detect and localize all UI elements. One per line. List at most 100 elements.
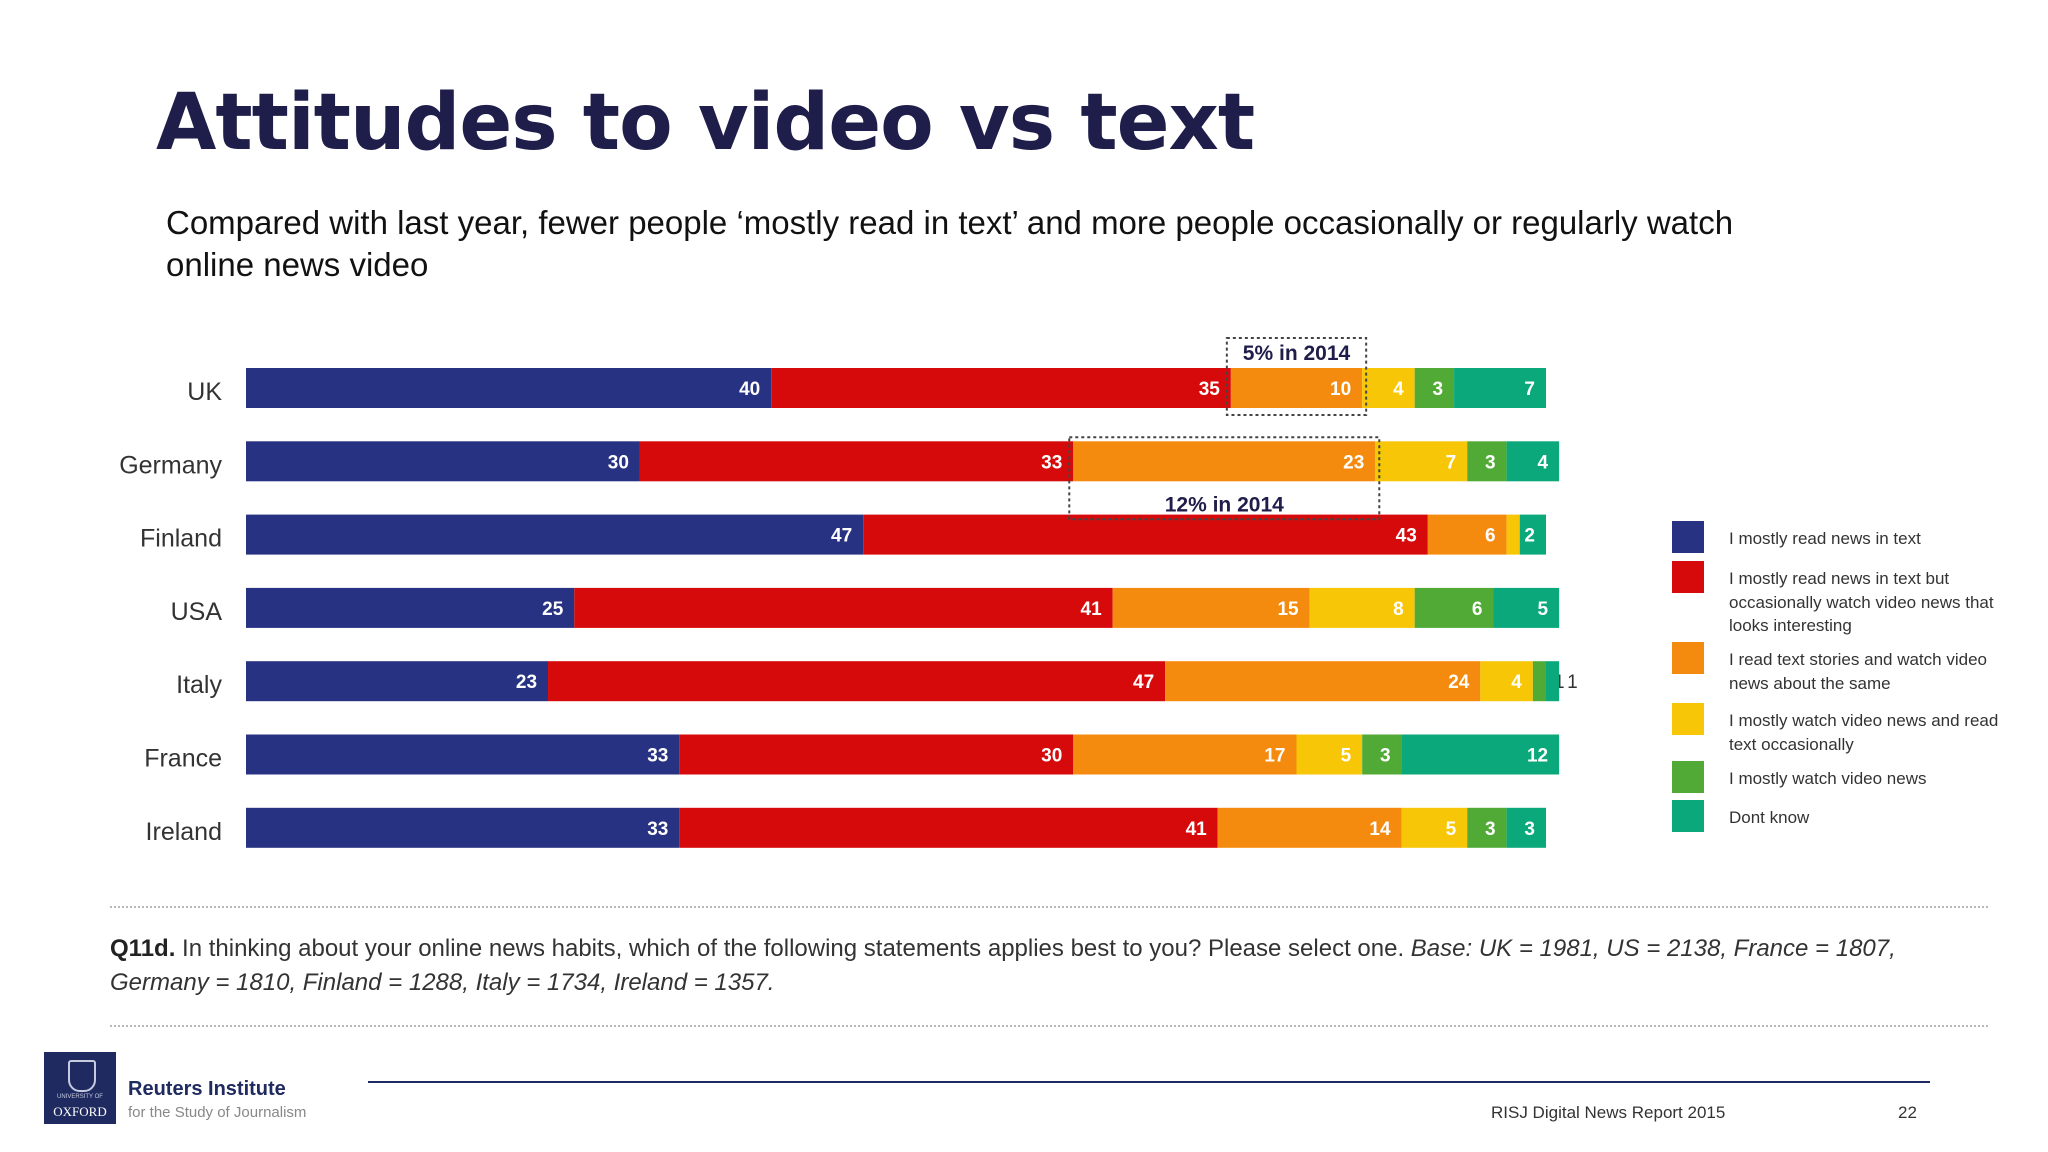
page-title: Attitudes to video vs text bbox=[156, 78, 1255, 168]
data-label-ireland-s4: 3 bbox=[1485, 819, 1496, 840]
legend-label: I mostly watch video news and read text … bbox=[1729, 711, 1999, 754]
crest-icon bbox=[68, 1060, 96, 1092]
bar-finland-s3 bbox=[1506, 514, 1520, 555]
bar-ireland-s5 bbox=[1506, 807, 1546, 848]
bar-usa-s3 bbox=[1309, 587, 1415, 628]
data-label-usa-s1: 41 bbox=[1081, 599, 1103, 620]
legend-label: I mostly watch video news bbox=[1729, 769, 1927, 788]
bar-france-s2 bbox=[1073, 734, 1297, 775]
data-label-usa-s3: 8 bbox=[1393, 599, 1404, 620]
bar-france-s4 bbox=[1362, 734, 1402, 775]
data-label-ireland-s3: 5 bbox=[1446, 819, 1457, 840]
question-text: In thinking about your online news habit… bbox=[175, 935, 1411, 962]
bar-germany-s3 bbox=[1375, 441, 1468, 482]
data-label-italy-s3: 4 bbox=[1511, 672, 1522, 693]
bar-germany-s1 bbox=[639, 441, 1074, 482]
data-label-france-s3: 5 bbox=[1341, 746, 1352, 767]
data-label-france-s5: 12 bbox=[1527, 746, 1548, 767]
org-tagline: for the Study of Journalism bbox=[128, 1104, 307, 1121]
data-label-germany-s1: 33 bbox=[1041, 452, 1062, 473]
data-label-ireland-s5: 3 bbox=[1524, 819, 1535, 840]
legend-swatch bbox=[1672, 761, 1704, 793]
logo-small-text: UNIVERSITY OF bbox=[57, 1094, 103, 1100]
bar-germany-s4 bbox=[1467, 441, 1507, 482]
data-label-finland-s5: 2 bbox=[1524, 526, 1535, 547]
bar-usa-s4 bbox=[1414, 587, 1494, 628]
bar-finland-s1 bbox=[863, 514, 1428, 555]
org-name: Reuters Institute bbox=[128, 1078, 286, 1100]
oxford-logo: UNIVERSITY OF OXFORD bbox=[44, 1052, 116, 1124]
category-label-ireland: Ireland bbox=[146, 818, 222, 846]
data-label-usa-s5: 5 bbox=[1538, 599, 1549, 620]
category-label-germany: Germany bbox=[119, 451, 222, 479]
data-label-finland-s2: 6 bbox=[1485, 526, 1496, 547]
bar-germany-s2 bbox=[1073, 441, 1376, 482]
bar-france-s5 bbox=[1401, 734, 1560, 775]
bar-usa-s1 bbox=[574, 587, 1113, 628]
data-label-ireland-s1: 41 bbox=[1186, 819, 1208, 840]
data-label-germany-s4: 3 bbox=[1485, 452, 1496, 473]
data-label-finland-s1: 43 bbox=[1396, 526, 1417, 547]
data-label-uk-s3: 4 bbox=[1393, 379, 1404, 400]
bar-france-s3 bbox=[1296, 734, 1363, 775]
bar-uk-s4 bbox=[1414, 368, 1455, 408]
legend-swatch bbox=[1672, 800, 1704, 832]
legend-label: I read text stories and watch video news… bbox=[1729, 650, 1987, 693]
question-base: Base: UK = 1981, US = 2138, France = 180… bbox=[110, 935, 1896, 996]
annotation-label-1: 12% in 2014 bbox=[1165, 493, 1284, 516]
bar-italy-s4 bbox=[1532, 661, 1546, 702]
bar-finland-s2 bbox=[1427, 514, 1507, 555]
question-note: Q11d. In thinking about your online news… bbox=[110, 932, 1990, 1000]
bar-usa-s0 bbox=[246, 587, 575, 628]
category-label-uk: UK bbox=[187, 378, 222, 406]
bar-italy-s1 bbox=[548, 661, 1166, 702]
data-label-germany-s2: 23 bbox=[1343, 452, 1364, 473]
bar-uk-s2 bbox=[1230, 368, 1363, 408]
bar-finland-s0 bbox=[246, 514, 864, 555]
bar-uk-s1 bbox=[771, 368, 1231, 408]
legend-swatch bbox=[1672, 561, 1704, 593]
data-label-italy-s1: 47 bbox=[1133, 672, 1154, 693]
category-label-finland: Finland bbox=[140, 525, 222, 553]
data-label-uk-s5: 7 bbox=[1524, 379, 1535, 400]
bar-germany-s0 bbox=[246, 441, 640, 482]
bar-finland-s5 bbox=[1519, 514, 1546, 555]
data-label-finland-s0: 47 bbox=[831, 526, 852, 547]
bar-ireland-s0 bbox=[246, 807, 680, 848]
data-label-italy-s2: 24 bbox=[1448, 672, 1470, 693]
category-label-italy: Italy bbox=[176, 671, 222, 699]
data-label-ireland-s2: 14 bbox=[1369, 819, 1391, 840]
bar-germany-s5 bbox=[1506, 441, 1560, 482]
data-label-germany-s0: 30 bbox=[608, 452, 629, 473]
legend-label: I mostly read news in text bbox=[1729, 529, 1921, 548]
data-label-italy-s4: 1 bbox=[1554, 672, 1565, 693]
bar-ireland-s2 bbox=[1217, 807, 1402, 848]
data-label-france-s0: 33 bbox=[647, 746, 668, 767]
category-label-usa: USA bbox=[171, 598, 223, 626]
annotation-label-0: 5% in 2014 bbox=[1243, 342, 1351, 365]
bar-uk-s0 bbox=[246, 368, 772, 408]
bar-usa-s2 bbox=[1112, 587, 1310, 628]
footer-report: RISJ Digital News Report 2015 bbox=[1491, 1103, 1726, 1122]
data-label-usa-s0: 25 bbox=[542, 599, 564, 620]
legend-swatch bbox=[1672, 521, 1704, 553]
legend-swatch bbox=[1672, 703, 1704, 735]
data-label-france-s2: 17 bbox=[1264, 746, 1285, 767]
legend-label: Dont know bbox=[1729, 808, 1810, 827]
legend-swatch bbox=[1672, 642, 1704, 674]
data-label-usa-s4: 6 bbox=[1472, 599, 1483, 620]
data-label-france-s1: 30 bbox=[1041, 746, 1062, 767]
data-label-germany-s5: 4 bbox=[1538, 452, 1549, 473]
bar-italy-s0 bbox=[246, 661, 549, 702]
data-label-france-s4: 3 bbox=[1380, 746, 1391, 767]
bar-france-s1 bbox=[679, 734, 1074, 775]
annotation-box-1 bbox=[1068, 436, 1381, 521]
divider-top bbox=[110, 906, 1988, 908]
question-label: Q11d. bbox=[110, 935, 176, 962]
divider-bottom bbox=[110, 1025, 1988, 1027]
data-label-italy-s5: 1 bbox=[1567, 672, 1578, 693]
footer-rule bbox=[368, 1081, 1930, 1083]
data-label-usa-s2: 15 bbox=[1277, 599, 1299, 620]
logo-big-text: OXFORD bbox=[53, 1104, 107, 1119]
category-label-france: France bbox=[144, 745, 222, 773]
